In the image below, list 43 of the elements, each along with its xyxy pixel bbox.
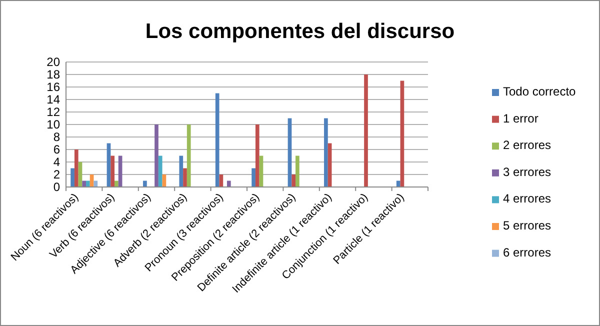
y-tick-label: 4 [53, 154, 60, 169]
y-tick-label: 20 [46, 54, 60, 69]
bar [396, 180, 400, 187]
bar [154, 124, 158, 187]
bar [70, 168, 74, 187]
legend-label: 4 errores [503, 192, 552, 206]
y-tick-label: 16 [46, 80, 60, 94]
legend-label: Todo correcto [503, 84, 576, 98]
bar [74, 150, 78, 187]
bar [114, 180, 118, 187]
bar [186, 124, 191, 187]
bar [215, 93, 220, 187]
bar [82, 180, 86, 187]
bar [183, 168, 187, 187]
chart-title: Los componentes del discurso [145, 20, 455, 43]
y-tick-label: 14 [46, 92, 60, 106]
bar [296, 156, 300, 187]
bar [158, 156, 162, 187]
bar [110, 156, 115, 187]
bar [288, 118, 292, 187]
y-tick-label: 6 [53, 142, 60, 156]
bar [324, 118, 328, 187]
legend-label: 5 errores [503, 218, 552, 232]
y-tick-label: 18 [46, 67, 60, 82]
legend-label: 3 errores [503, 164, 552, 179]
bar [364, 74, 368, 187]
y-tick-label: 12 [46, 104, 60, 119]
y-tick-label: 0 [53, 180, 60, 194]
y-tick-label: 8 [53, 130, 60, 144]
bar [292, 174, 296, 187]
legend-label: 2 errores [503, 138, 552, 152]
bar [94, 180, 98, 187]
bar [255, 124, 260, 187]
bar [400, 80, 404, 187]
y-tick-label: 10 [46, 117, 60, 132]
bar [252, 168, 256, 187]
bar [179, 156, 184, 187]
legend-label: 6 errores [503, 245, 552, 260]
bar [86, 180, 90, 187]
legend-label: 1 error [503, 111, 538, 126]
y-tick-label: 2 [53, 167, 60, 182]
bar [143, 180, 147, 187]
bar [226, 180, 231, 187]
